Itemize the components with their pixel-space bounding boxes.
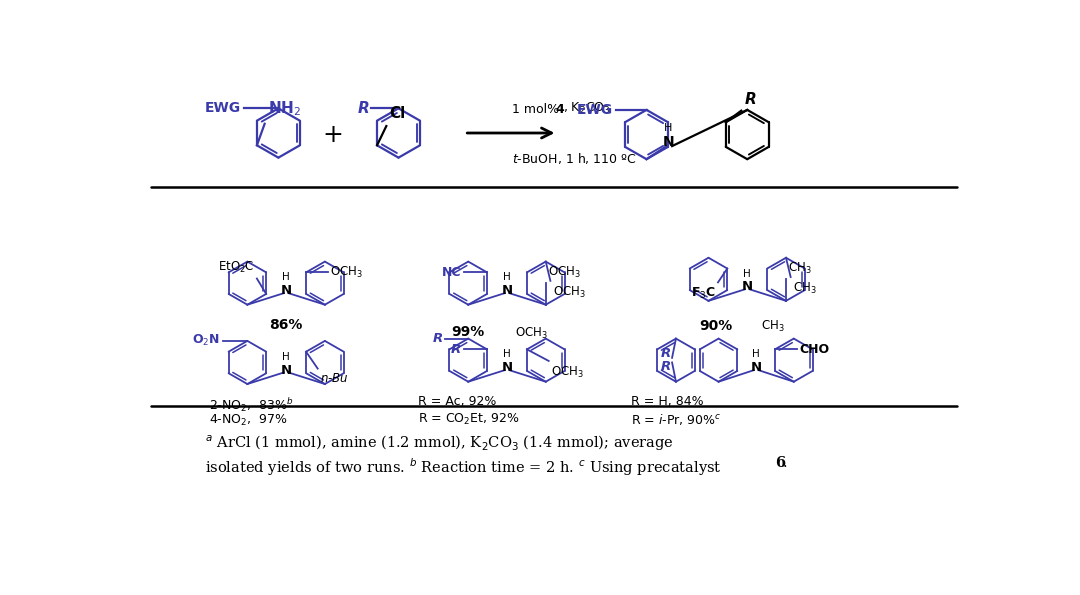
Text: O$_2$N: O$_2$N — [192, 333, 220, 349]
Text: OCH$_3$: OCH$_3$ — [515, 325, 548, 340]
Text: H: H — [503, 349, 511, 359]
Text: H: H — [282, 352, 291, 362]
Text: N: N — [281, 364, 292, 377]
Text: H: H — [743, 268, 751, 278]
Text: H: H — [282, 273, 291, 283]
Text: N: N — [742, 280, 753, 293]
Text: H: H — [664, 123, 673, 133]
Text: N: N — [751, 361, 761, 374]
Text: Cl: Cl — [390, 106, 406, 121]
Text: CH$_3$: CH$_3$ — [788, 261, 812, 276]
Text: 2-NO$_2$,  83%$^b$: 2-NO$_2$, 83%$^b$ — [208, 396, 294, 414]
Text: H: H — [753, 349, 760, 359]
Text: $^{a}$ ArCl (1 mmol), amine (1.2 mmol), K$_2$CO$_3$ (1.4 mmol); average: $^{a}$ ArCl (1 mmol), amine (1.2 mmol), … — [205, 433, 674, 453]
Text: 86%: 86% — [269, 318, 302, 332]
Text: H: H — [503, 273, 511, 283]
Text: CHO: CHO — [799, 343, 829, 356]
Text: 4-NO$_2$,  97%: 4-NO$_2$, 97% — [208, 414, 287, 428]
Text: 6: 6 — [775, 456, 785, 471]
Text: F$_3$C: F$_3$C — [691, 286, 716, 300]
Text: R: R — [660, 347, 671, 360]
Text: N: N — [662, 135, 674, 149]
Text: $t$-BuOH, 1 h, 110 ºC: $t$-BuOH, 1 h, 110 ºC — [512, 151, 636, 166]
Text: EWG: EWG — [205, 101, 241, 115]
Text: OCH$_3$: OCH$_3$ — [551, 365, 584, 380]
Text: R = $i$-Pr, 90%$^c$: R = $i$-Pr, 90%$^c$ — [631, 412, 721, 427]
Text: 1 mol%: 1 mol% — [512, 103, 563, 116]
Text: OCH$_3$: OCH$_3$ — [553, 284, 585, 300]
Text: , K$_2$CO$_3$: , K$_2$CO$_3$ — [563, 101, 610, 116]
Text: OCH$_3$: OCH$_3$ — [548, 265, 581, 280]
Text: NH$_2$: NH$_2$ — [268, 100, 300, 118]
Text: N: N — [501, 361, 513, 374]
Text: R = CO$_2$Et, 92%: R = CO$_2$Et, 92% — [418, 412, 519, 427]
Text: R: R — [357, 101, 369, 116]
Text: N: N — [501, 284, 513, 298]
Text: CH$_3$: CH$_3$ — [761, 320, 785, 334]
Text: R: R — [432, 332, 443, 345]
Text: R: R — [660, 360, 671, 373]
Text: CH$_3$: CH$_3$ — [793, 281, 816, 296]
Text: 99%: 99% — [451, 325, 485, 340]
Text: .: . — [783, 456, 787, 471]
Text: R = H, 84%: R = H, 84% — [631, 395, 704, 408]
Text: EWG: EWG — [577, 103, 613, 117]
Text: isolated yields of two runs. $^{b}$ Reaction time = 2 h. $^{c}$ Using precatalys: isolated yields of two runs. $^{b}$ Reac… — [205, 456, 721, 478]
Text: N: N — [281, 284, 292, 298]
Text: R: R — [744, 92, 756, 107]
Text: +: + — [322, 123, 343, 146]
Text: $n$-Bu: $n$-Bu — [320, 372, 349, 385]
Text: EtO$_2$C: EtO$_2$C — [218, 261, 255, 275]
Text: 4: 4 — [556, 103, 565, 116]
Text: NC: NC — [442, 266, 461, 279]
Text: 90%: 90% — [700, 320, 733, 333]
Text: R = Ac, 92%: R = Ac, 92% — [418, 395, 496, 408]
Text: R: R — [451, 343, 461, 356]
Text: OCH$_3$: OCH$_3$ — [330, 265, 363, 280]
